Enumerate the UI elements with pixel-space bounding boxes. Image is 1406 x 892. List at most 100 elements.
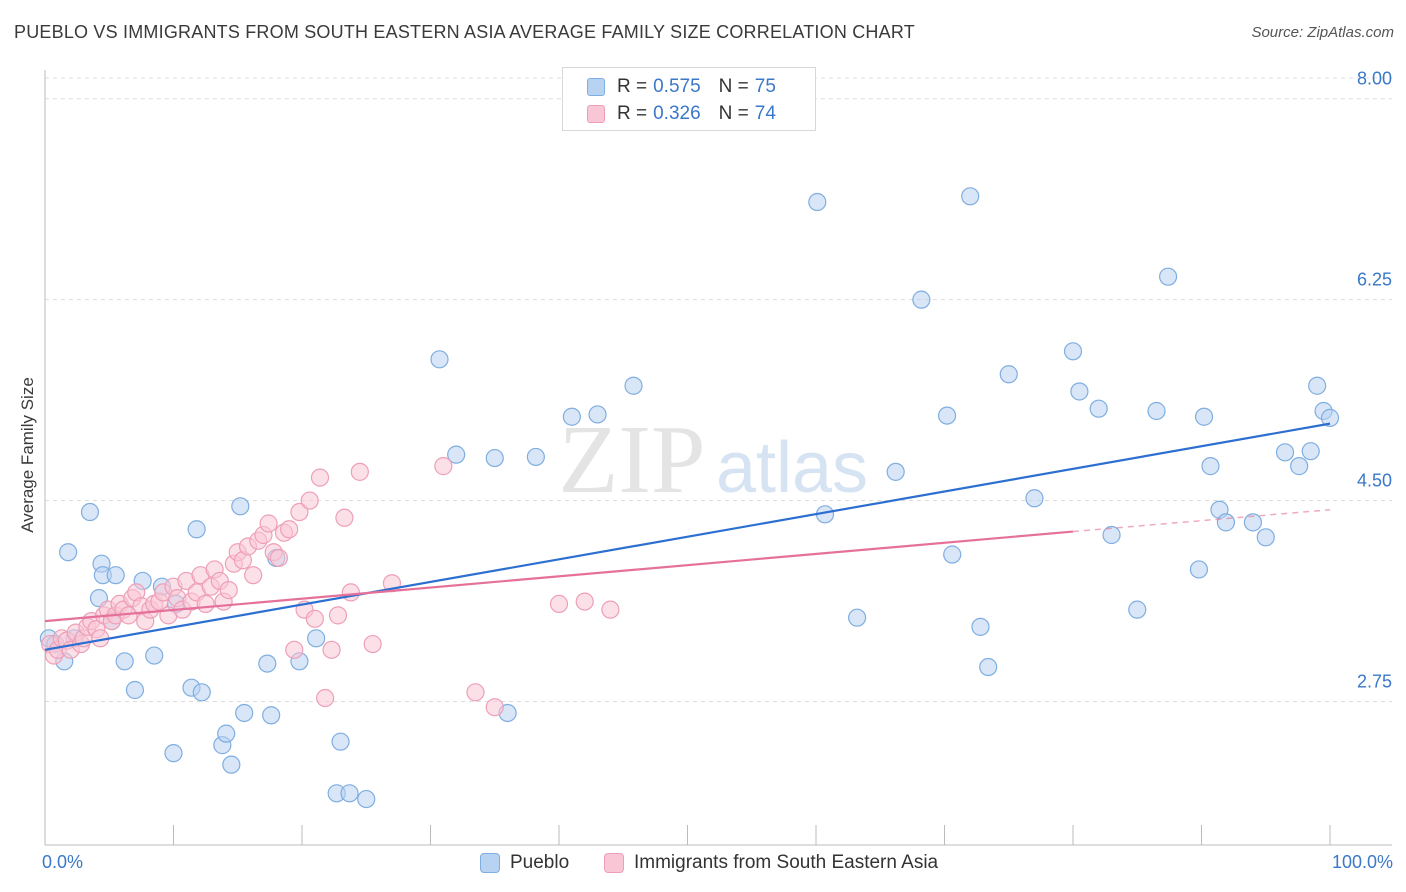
immigrants-point — [341, 583, 360, 602]
immigrants-point — [335, 508, 354, 527]
legend-item-immigrants[interactable]: Immigrants from South Eastern Asia — [604, 852, 938, 874]
pueblo-point — [1189, 560, 1209, 579]
immigrants-point — [244, 566, 263, 585]
pueblo-point — [808, 192, 827, 212]
pueblo-point — [979, 657, 998, 677]
pueblo-point — [1128, 600, 1147, 619]
pueblo-point — [222, 755, 241, 774]
immigrants-point — [466, 683, 485, 702]
pueblo-point — [1102, 525, 1121, 545]
pueblo-point — [106, 566, 125, 585]
grid-layer — [45, 77, 1392, 702]
immigrants-point — [285, 640, 304, 659]
pueblo-point — [307, 629, 326, 648]
immigrants-trend-extension — [1072, 508, 1331, 533]
pueblo-swatch — [587, 78, 605, 96]
y-tick-label: 2.75 — [1357, 671, 1392, 691]
pueblo-trend-line — [44, 422, 1331, 651]
pueblo-point — [912, 290, 931, 309]
pueblo-point — [187, 520, 206, 539]
pueblo-n-label: N = — [718, 76, 749, 97]
pueblo-point — [357, 789, 376, 809]
immigrants-point — [322, 640, 341, 659]
immigrants-swatch — [587, 105, 605, 123]
pueblo-point — [1301, 442, 1320, 461]
immigrants-point — [290, 502, 309, 522]
immigrants-point — [280, 520, 299, 539]
immigrants-n-label: N = — [718, 103, 749, 124]
pueblo-point — [1256, 528, 1275, 547]
pueblo-point — [430, 350, 449, 369]
pueblo-point — [1290, 457, 1309, 476]
x-max-label: 100.0% — [1331, 852, 1393, 872]
y-tick-label: 6.25 — [1357, 270, 1392, 290]
series-legend: Pueblo Immigrants from South Eastern Asi… — [0, 852, 1406, 878]
pueblo-point — [80, 502, 100, 522]
axes-layer: 2.75 4.50 6.25 8.00 — [44, 69, 1392, 846]
source-label: Source: ZipAtlas.com — [1251, 24, 1394, 41]
immigrants-point — [549, 594, 569, 613]
y-tick-label: 4.50 — [1357, 471, 1392, 491]
pueblo-point — [1070, 382, 1089, 401]
legend-row-pueblo: R = 0.575 N = 75 — [587, 75, 776, 99]
watermark: ZIP atlas — [559, 406, 869, 514]
legend-row-immigrants: R = 0.326 N = 74 — [587, 102, 776, 126]
pueblo-point — [115, 652, 134, 671]
pueblo-legend-label: Pueblo — [510, 852, 570, 873]
pueblo-point — [624, 376, 643, 395]
pueblo-point — [164, 744, 183, 763]
pueblo-legend-swatch — [480, 853, 500, 873]
immigrants-point — [485, 698, 504, 717]
pueblo-point — [125, 680, 145, 700]
immigrants-point — [196, 594, 215, 613]
pueblo-point — [961, 187, 980, 206]
pueblo-point — [235, 703, 254, 723]
pueblo-point — [258, 654, 277, 673]
watermark-zip: ZIP — [559, 406, 706, 514]
pueblo-point — [1308, 376, 1327, 395]
immigrants-point — [575, 592, 594, 611]
pueblo-point — [971, 617, 990, 636]
pueblo-point — [1147, 401, 1166, 421]
y-tick-label: 8.00 — [1357, 69, 1392, 89]
immigrants-point — [269, 548, 288, 568]
pueblo-point — [1275, 443, 1295, 462]
pueblo-point — [485, 448, 504, 468]
pueblo-point — [886, 462, 905, 481]
pueblo-point — [340, 784, 359, 803]
immigrants-point — [350, 462, 369, 481]
pueblo-point — [192, 683, 211, 702]
immigrants-point — [316, 688, 335, 708]
pueblo-point — [562, 407, 581, 426]
pueblo-point — [1158, 267, 1178, 286]
pueblo-point — [447, 445, 466, 464]
pueblo-point — [59, 543, 78, 562]
pueblo-point — [588, 405, 607, 424]
immigrants-point — [310, 468, 330, 487]
trend-layer — [44, 422, 1331, 651]
pueblo-point — [943, 545, 962, 564]
pueblo-n-value: 75 — [754, 76, 776, 97]
x-min-label: 0.0% — [42, 852, 84, 872]
immigrants-r-value: 0.326 — [653, 103, 701, 124]
immigrants-legend-label: Immigrants from South Eastern Asia — [634, 852, 939, 873]
immigrants-point — [300, 491, 319, 510]
immigrants-point — [219, 581, 238, 600]
immigrants-point — [259, 514, 278, 533]
watermark-atlas: atlas — [716, 428, 868, 508]
pueblo-point — [1216, 513, 1236, 532]
pueblo-point — [1025, 489, 1044, 508]
pueblo-point — [848, 608, 867, 627]
legend-item-pueblo[interactable]: Pueblo — [480, 852, 569, 874]
pueblo-point — [1243, 513, 1263, 532]
pueblo-point — [145, 646, 164, 665]
pueblo-point — [937, 406, 957, 425]
immigrants-point — [363, 634, 382, 654]
pueblo-point — [999, 365, 1018, 384]
pueblo-point — [1063, 342, 1083, 361]
pueblo-point — [1201, 457, 1220, 476]
pueblo-r-label: R = — [617, 76, 648, 97]
pueblo-point — [1089, 399, 1108, 418]
chart-title: PUEBLO VS IMMIGRANTS FROM SOUTH EASTERN … — [14, 22, 915, 42]
